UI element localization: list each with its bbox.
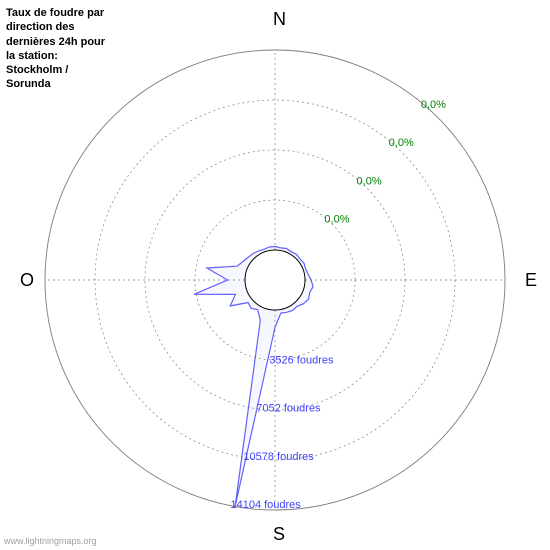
ring-label-count: 3526 foudres [269,354,334,366]
ring-label-percent: 0,0% [389,137,414,149]
cardinal-label: O [20,270,34,290]
polar-chart-container: Taux de foudre par direction des dernièr… [0,0,550,550]
cardinal-label: N [273,9,286,29]
cardinal-label: E [525,270,537,290]
ring-label-count: 14104 foudres [230,499,301,511]
center-hub [245,250,305,310]
ring-label-percent: 0,0% [357,175,382,187]
ring-label-count: 7052 foudres [256,403,321,415]
ring-label-percent: 0,0% [421,99,446,111]
ring-label-percent: 0,0% [324,214,349,226]
footer-credit: www.lightningmaps.org [4,536,97,546]
cardinal-label: S [273,524,285,544]
ring-label-count: 10578 foudres [243,451,314,463]
polar-chart-svg: N E S O 0,0% 0,0% 0,0% 0,0% 3526 foudres 7052 fo… [0,0,550,550]
